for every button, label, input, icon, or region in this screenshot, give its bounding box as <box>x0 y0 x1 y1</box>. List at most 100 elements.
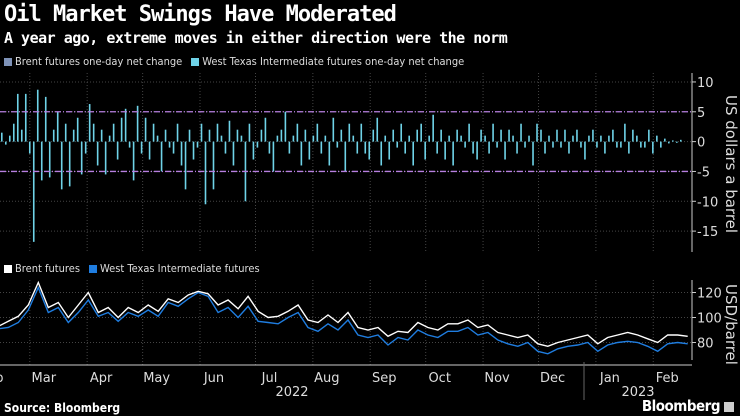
wti-change-bar <box>172 141 175 154</box>
top-legend: Brent futures one-day net change West Te… <box>4 55 464 68</box>
wti-change-bar <box>400 123 403 142</box>
x-month-label: Aug <box>314 371 339 386</box>
wti-change-bar <box>412 141 414 166</box>
wti-change-bar <box>60 141 63 190</box>
wti-change-bar <box>168 141 171 148</box>
wti-change-bar <box>36 89 39 142</box>
wti-change-bar <box>272 141 275 172</box>
wti-change-bar <box>176 123 179 142</box>
wti-change-bar <box>140 141 143 154</box>
wti-change-bar <box>472 141 474 154</box>
wti-change-bar <box>444 141 446 160</box>
wti-change-bar <box>88 104 91 142</box>
wti-change-bar <box>420 123 422 142</box>
x-month-label: Jan <box>599 371 620 386</box>
wti-change-bar <box>52 129 55 142</box>
wti-change-bar <box>656 135 658 142</box>
wti-change-bar <box>368 141 371 160</box>
wti-change-bar <box>616 141 618 148</box>
wti-change-bar <box>32 141 35 242</box>
wti-change-bar <box>264 117 267 142</box>
wti-change-bar <box>632 129 634 142</box>
top-y-tick-label: 10 <box>697 76 714 91</box>
wti-change-bar <box>512 135 514 142</box>
wti-change-bar <box>484 135 486 142</box>
x-month-label: Apr <box>90 371 113 386</box>
x-month-label: Mar <box>32 371 57 386</box>
wti-change-bar <box>4 141 7 145</box>
wti-change-bar <box>644 141 646 148</box>
wti-change-bar <box>344 141 347 172</box>
wti-change-bar <box>424 141 426 160</box>
wti-change-bar <box>348 123 351 142</box>
legend-brent: Brent futures <box>15 262 80 275</box>
wti-change-bar <box>104 141 107 175</box>
wti-change-bar <box>388 141 391 160</box>
brent-line-swatch <box>4 264 12 273</box>
wti-change-bar <box>152 123 155 142</box>
wti-change-bar <box>440 129 442 142</box>
wti-change-bar <box>676 141 678 143</box>
wti-change-bar <box>144 117 147 142</box>
x-month-label: Feb <box>656 371 679 386</box>
wti-change-bar <box>284 111 287 142</box>
bloomberg-icon <box>724 402 734 412</box>
wti-change-bar <box>184 141 187 190</box>
wti-change-bar <box>600 135 602 142</box>
wti-change-bar <box>380 141 383 166</box>
wti-change-bar <box>192 141 195 160</box>
brent-price-line <box>0 280 688 348</box>
wti-change-bar <box>28 141 31 154</box>
wti-change-bar <box>124 108 127 142</box>
wti-change-bar <box>536 123 538 142</box>
top-y-tick-label: -10 <box>697 195 718 210</box>
wti-change-bar <box>520 123 522 142</box>
wti-change-bar <box>460 135 462 142</box>
wti-change-bar <box>72 129 75 142</box>
wti-change-bar <box>64 123 67 142</box>
top-y-tick-label: -5 <box>697 165 710 180</box>
wti-change-bar <box>608 135 610 142</box>
x-month-label: Sep <box>372 371 397 386</box>
wti-change-bar <box>476 141 478 160</box>
wti-change-bar <box>332 117 335 142</box>
wti-change-bar <box>500 129 502 142</box>
wti-change-bar <box>488 141 490 154</box>
wti-change-bar <box>296 123 299 142</box>
wti-change-bar <box>292 135 295 142</box>
wti-change-bar <box>20 129 23 142</box>
top-y-tick-label: 0 <box>697 136 705 151</box>
wti-change-bar <box>396 141 399 148</box>
top-y-axis-label: US dollars a barrel <box>722 95 740 233</box>
wti-change-bar <box>120 117 123 142</box>
wti-change-bar <box>96 141 99 166</box>
wti-change-bar <box>376 117 379 142</box>
bottom-y-tick-label: 120 <box>697 287 722 302</box>
wti-change-bar <box>604 141 606 154</box>
x-month-label: Nov <box>484 371 510 386</box>
wti-change-bar <box>364 141 367 154</box>
wti-change-bar <box>324 135 327 142</box>
wti-change-bar <box>640 141 642 148</box>
bottom-y-tick-label: 80 <box>697 337 714 352</box>
wti-change-bar <box>584 141 586 160</box>
wti-change-bar <box>56 111 59 142</box>
wti-change-bar <box>100 129 103 142</box>
legend-brent-change: Brent futures one-day net change <box>15 55 183 68</box>
wti-change-bar <box>648 129 650 142</box>
wti-change-bar <box>356 141 359 154</box>
wti-change-bar <box>572 135 574 142</box>
wti-change-bar <box>492 123 494 142</box>
wti-change-bar <box>544 141 546 154</box>
wti-change-bar <box>216 123 219 142</box>
wti-change-bar <box>652 141 654 154</box>
wti-change-bar <box>116 141 119 160</box>
wti-change-bar <box>580 141 582 148</box>
wti-change-bar <box>128 141 131 148</box>
wti-change-bar <box>312 135 315 142</box>
source-note: Source: Bloomberg <box>4 401 121 415</box>
wti-change-bar <box>548 135 550 142</box>
wti-change-bar <box>624 123 626 142</box>
x-month-label: Feb <box>0 371 4 386</box>
wti-change-bar <box>436 141 438 154</box>
